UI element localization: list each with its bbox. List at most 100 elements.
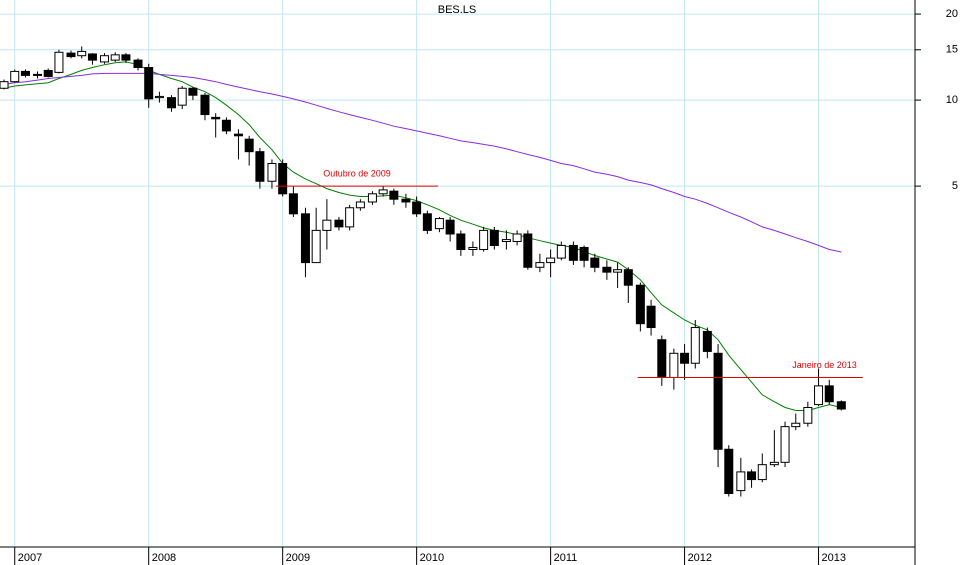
- candle-body: [255, 151, 265, 182]
- candle-body: [99, 55, 109, 63]
- candle: [680, 344, 690, 380]
- candle: [54, 49, 64, 74]
- candle-body: [133, 59, 143, 69]
- candle: [757, 453, 767, 483]
- candle: [468, 241, 478, 256]
- candle-body: [10, 70, 20, 83]
- candle: [33, 71, 43, 79]
- candle-body: [736, 471, 746, 492]
- candle: [43, 68, 53, 78]
- candle: [590, 253, 600, 273]
- candle-body: [355, 201, 365, 209]
- candle-body: [345, 207, 355, 228]
- candle: [334, 216, 344, 231]
- candle-body: [713, 352, 723, 450]
- candle: [556, 241, 566, 261]
- candle-body: [568, 244, 578, 261]
- candle: [10, 69, 20, 83]
- candle: [144, 63, 154, 108]
- candle: [568, 241, 578, 265]
- candle-body: [769, 461, 779, 466]
- candle: [702, 327, 712, 359]
- candle-body: [780, 426, 790, 463]
- candle: [311, 207, 321, 264]
- candle-body: [456, 233, 466, 251]
- candle: [389, 188, 399, 205]
- candle-body: [367, 193, 377, 203]
- candle-body: [233, 133, 243, 137]
- x-tick-label: 2011: [554, 552, 578, 564]
- candle: [412, 196, 422, 217]
- candle: [99, 53, 109, 64]
- candle: [814, 368, 824, 407]
- candle: [613, 262, 623, 289]
- candle: [769, 430, 779, 468]
- annotation-label: Janeiro de 2013: [792, 360, 857, 370]
- x-tick-label: 2009: [286, 552, 310, 564]
- candle: [121, 53, 131, 63]
- candle: [288, 186, 298, 217]
- candle: [401, 193, 411, 208]
- candle-body: [512, 233, 522, 243]
- candle: [602, 260, 612, 280]
- candle: [154, 91, 164, 103]
- candle-body: [0, 81, 9, 89]
- candle: [66, 50, 76, 59]
- candle-body: [389, 190, 399, 200]
- candle-body: [602, 266, 612, 273]
- candle-body: [110, 54, 120, 61]
- candle-body: [422, 213, 432, 231]
- candle-body: [680, 352, 690, 364]
- candle-body: [747, 471, 757, 481]
- candle-body: [144, 67, 154, 100]
- candle: [780, 421, 790, 468]
- candle-body: [121, 54, 131, 61]
- x-tick-label: 2008: [152, 552, 176, 564]
- candle: [278, 159, 288, 197]
- y-tick-label: 5: [952, 180, 958, 192]
- candle: [422, 210, 432, 234]
- candle: [322, 199, 332, 250]
- candle: [690, 320, 700, 369]
- candle: [546, 249, 556, 278]
- candle-body: [188, 87, 198, 96]
- candle: [267, 159, 277, 189]
- candle: [456, 230, 466, 256]
- candle-body: [43, 69, 53, 77]
- candle-body: [54, 51, 64, 73]
- candle: [177, 86, 187, 110]
- candle: [221, 117, 231, 135]
- candle-body: [77, 50, 87, 57]
- candle-body: [803, 407, 813, 424]
- candle-body: [556, 244, 566, 259]
- candle-body: [836, 401, 846, 410]
- candle-body: [211, 116, 221, 120]
- candle-body: [66, 52, 76, 58]
- y-tick-label: 20: [946, 8, 958, 20]
- candle: [233, 129, 243, 160]
- candle-body: [288, 193, 298, 215]
- candle: [579, 245, 589, 268]
- x-tick-label: 2010: [420, 552, 444, 564]
- candle-body: [724, 448, 734, 495]
- moving-average-line: [3, 72, 842, 253]
- candle-body: [646, 305, 656, 329]
- candle-body: [824, 385, 834, 403]
- candle: [211, 113, 221, 138]
- candle-body: [702, 330, 712, 352]
- candle: [244, 135, 254, 166]
- candle: [110, 52, 120, 62]
- candle: [736, 457, 746, 497]
- candle: [20, 69, 30, 78]
- candle-body: [87, 53, 97, 61]
- candle: [300, 207, 310, 278]
- candle: [77, 46, 87, 59]
- x-tick-label: 2012: [688, 552, 712, 564]
- candle: [535, 253, 545, 273]
- candle-body: [468, 246, 478, 251]
- candle: [479, 226, 489, 252]
- candle: [824, 379, 834, 405]
- candle: [378, 186, 388, 197]
